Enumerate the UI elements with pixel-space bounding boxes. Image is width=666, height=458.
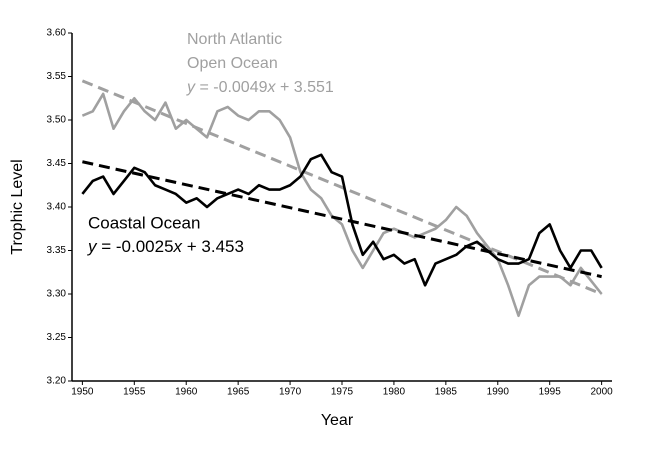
equation-label: y = -0.0049x + 3.551 <box>186 79 334 96</box>
x-tick-label: 1980 <box>383 387 406 398</box>
equation-label: y = -0.0025x + 3.453 <box>87 237 244 256</box>
x-tick-label: 1975 <box>331 387 354 398</box>
x-tick-label: 1960 <box>175 387 198 398</box>
series-line <box>81 92 603 318</box>
x-tick-label: 1970 <box>279 387 302 398</box>
x-tick-label: 1950 <box>71 387 94 398</box>
y-tick-label: 3.45 <box>47 158 67 169</box>
y-tick-label: 3.20 <box>47 376 67 387</box>
series-label: Open Ocean <box>187 55 278 72</box>
y-tick-label: 3.50 <box>47 115 67 126</box>
x-tick-label: 1985 <box>435 387 458 398</box>
series-line <box>81 153 603 287</box>
x-axis-title: Year <box>321 412 354 429</box>
y-axis-title: Trophic Level <box>9 159 26 254</box>
series-label: North Atlantic <box>187 31 282 48</box>
trend-line <box>82 160 602 279</box>
x-tick-label: 1965 <box>227 387 250 398</box>
y-tick-label: 3.35 <box>47 245 67 256</box>
y-tick-label: 3.60 <box>47 28 67 39</box>
x-tick-label: 2000 <box>590 387 613 398</box>
y-tick-label: 3.40 <box>47 202 67 213</box>
y-tick-label: 3.30 <box>47 289 67 300</box>
series-label: Coastal Ocean <box>88 213 200 232</box>
y-tick-label: 3.55 <box>47 71 67 82</box>
y-tick-label: 3.25 <box>47 332 67 343</box>
x-tick-label: 1990 <box>487 387 510 398</box>
x-tick-label: 1955 <box>123 387 146 398</box>
x-tick-label: 1995 <box>539 387 562 398</box>
